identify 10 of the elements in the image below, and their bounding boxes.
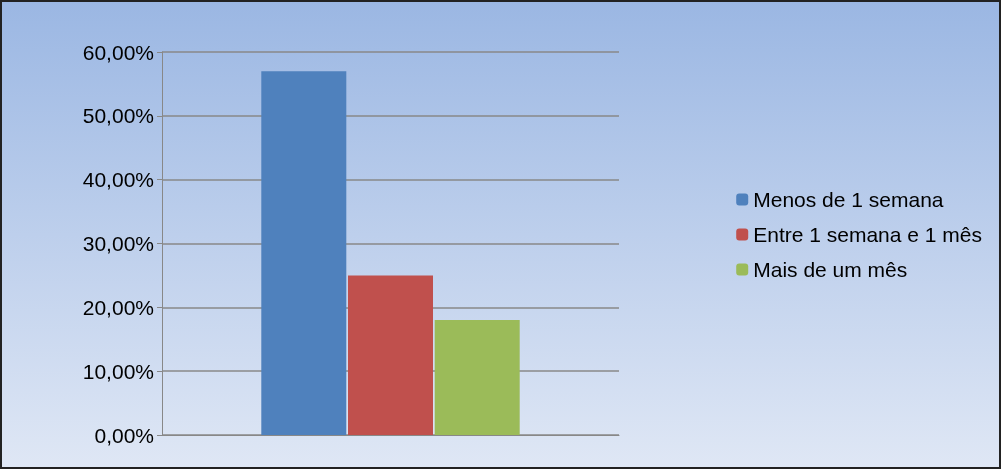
y-tick-label: 20,00%	[82, 295, 154, 319]
legend-label: Mais de um mês	[753, 258, 908, 281]
y-tick-label: 40,00%	[82, 168, 154, 192]
y-tick-label: 10,00%	[82, 359, 154, 383]
legend-label: Entre 1 semana e 1 mês	[753, 223, 983, 246]
y-tick-label: 0,00%	[94, 423, 154, 447]
y-tick-label: 30,00%	[82, 232, 154, 255]
y-tick-label: 50,00%	[82, 104, 154, 128]
y-tick-label: 60,00%	[82, 40, 154, 64]
legend-label: Menos de 1 semana	[753, 188, 944, 211]
